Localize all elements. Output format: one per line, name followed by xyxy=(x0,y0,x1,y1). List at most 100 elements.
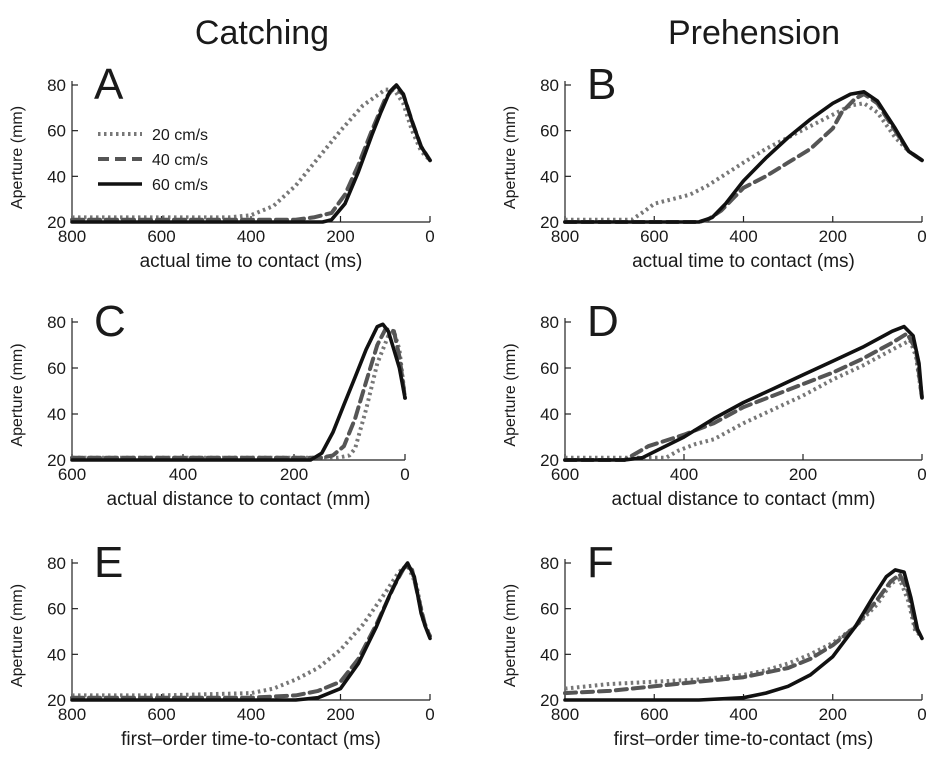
x-tick-label: 400 xyxy=(729,705,757,724)
y-axis-label: Aperture (mm) xyxy=(9,343,26,446)
y-tick-label: 60 xyxy=(540,600,559,619)
panel-c: 20 40 60 80 600 400 200 0 actual distance to con… xyxy=(9,297,410,510)
panel-letter: A xyxy=(94,60,124,109)
x-tick-label: 200 xyxy=(326,705,354,724)
x-tick-label: 0 xyxy=(917,705,926,724)
panel-letter: F xyxy=(587,538,614,587)
panel-f: 20 40 60 80 800 600 400 200 0 first–order time-to… xyxy=(502,538,927,750)
panel-letter: C xyxy=(94,297,126,346)
x-axis-label: actual distance to contact (mm) xyxy=(612,489,876,510)
y-tick-label: 20 xyxy=(47,451,66,470)
x-axis-label: first–order time-to-contact (ms) xyxy=(614,729,874,750)
y-tick-label: 80 xyxy=(47,554,66,573)
x-tick-label: 800 xyxy=(58,705,86,724)
x-tick-label: 600 xyxy=(58,465,86,484)
y-tick-label: 40 xyxy=(47,405,66,424)
y-tick-label: 20 xyxy=(540,691,559,710)
y-tick-label: 80 xyxy=(540,313,559,332)
y-tick-label: 60 xyxy=(540,359,559,378)
y-tick-label: 40 xyxy=(47,645,66,664)
x-tick-label: 200 xyxy=(280,465,308,484)
panel-d: 20 40 60 80 600 400 200 0 actual distance to con… xyxy=(502,297,927,510)
x-tick-label: 0 xyxy=(425,705,434,724)
y-tick-label: 80 xyxy=(540,554,559,573)
panel-e: 20 40 60 80 800 600 400 200 0 first–order time-to… xyxy=(9,538,435,750)
series-line-solid xyxy=(563,90,924,224)
y-tick-label: 80 xyxy=(47,313,66,332)
series-line-dashed xyxy=(70,563,432,700)
x-tick-label: 200 xyxy=(326,227,354,246)
y-axis-label: Aperture (mm) xyxy=(502,584,519,687)
x-tick-label: 400 xyxy=(237,705,265,724)
series-line-solid xyxy=(70,561,432,702)
x-tick-label: 800 xyxy=(58,227,86,246)
panel-letter: E xyxy=(94,538,123,587)
x-tick-label: 800 xyxy=(551,227,579,246)
y-tick-label: 40 xyxy=(540,167,559,186)
x-tick-label: 0 xyxy=(425,227,434,246)
series-line-solid xyxy=(563,324,924,462)
y-tick-label: 20 xyxy=(540,451,559,470)
y-tick-label: 80 xyxy=(47,76,66,95)
x-tick-label: 600 xyxy=(147,227,175,246)
series-line-dotted xyxy=(72,329,407,460)
column-title-prehension: Prehension xyxy=(668,14,840,52)
x-tick-label: 0 xyxy=(400,465,409,484)
x-axis-label: first–order time-to-contact (ms) xyxy=(121,729,381,750)
x-tick-label: 0 xyxy=(917,227,926,246)
y-tick-label: 60 xyxy=(540,122,559,141)
x-tick-label: 200 xyxy=(819,705,847,724)
x-tick-label: 200 xyxy=(819,227,847,246)
series-line-dashed xyxy=(563,92,924,224)
y-tick-label: 60 xyxy=(47,122,66,141)
x-tick-label: 200 xyxy=(789,465,817,484)
y-tick-label: 80 xyxy=(540,76,559,95)
y-tick-label: 20 xyxy=(47,691,66,710)
y-tick-label: 40 xyxy=(47,167,66,186)
x-axis-label: actual time to contact (ms) xyxy=(632,251,855,272)
series-line-solid xyxy=(563,568,924,702)
legend-entry: 20 cm/s xyxy=(152,127,208,144)
series-line-dotted xyxy=(72,87,432,220)
y-axis-label: Aperture (mm) xyxy=(9,106,26,209)
series-line-dashed xyxy=(70,326,407,460)
series-line-dashed xyxy=(563,572,924,696)
panel-b: 20 40 60 80 800 600 400 200 0 actual time to cont… xyxy=(502,60,927,272)
y-axis-label: Aperture (mm) xyxy=(9,584,26,687)
y-tick-label: 40 xyxy=(540,645,559,664)
y-tick-label: 60 xyxy=(47,600,66,619)
panel-letter: D xyxy=(587,297,619,346)
x-tick-label: 600 xyxy=(147,705,175,724)
legend-entry: 40 cm/s xyxy=(152,152,208,169)
y-tick-label: 60 xyxy=(47,359,66,378)
x-tick-label: 400 xyxy=(237,227,265,246)
x-tick-label: 400 xyxy=(169,465,197,484)
x-tick-label: 600 xyxy=(551,465,579,484)
column-title-catching: Catching xyxy=(195,14,329,52)
y-tick-label: 20 xyxy=(540,213,559,232)
series-line-dotted xyxy=(565,101,924,222)
x-axis-label: actual time to contact (ms) xyxy=(140,251,363,272)
legend: 20 cm/s 40 cm/s 60 cm/s xyxy=(98,127,208,194)
series-line-dashed xyxy=(70,85,432,222)
y-axis-label: Aperture (mm) xyxy=(502,106,519,209)
series-line-dotted xyxy=(564,577,924,691)
legend-entry: 60 cm/s xyxy=(152,177,208,194)
series-line-dashed xyxy=(563,331,924,462)
panel-letter: B xyxy=(587,60,616,109)
x-tick-label: 600 xyxy=(640,227,668,246)
x-tick-label: 600 xyxy=(640,705,668,724)
x-tick-label: 400 xyxy=(670,465,698,484)
panel-a: 20 40 60 80 800 600 400 200 0 actual time to cont… xyxy=(9,60,435,272)
x-tick-label: 400 xyxy=(729,227,757,246)
x-tick-label: 800 xyxy=(551,705,579,724)
y-axis-label: Aperture (mm) xyxy=(502,343,519,446)
y-tick-label: 40 xyxy=(540,405,559,424)
y-tick-label: 20 xyxy=(47,213,66,232)
series-line-dotted xyxy=(565,338,924,460)
x-tick-label: 0 xyxy=(917,465,926,484)
x-axis-label: actual distance to contact (mm) xyxy=(107,489,371,510)
series-line-solid xyxy=(70,322,407,462)
